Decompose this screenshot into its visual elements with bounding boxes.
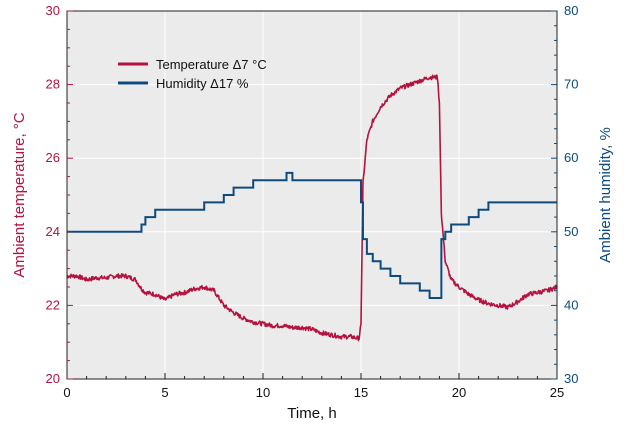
series-line-humidity <box>67 171 557 300</box>
legend: Temperature Δ7 °C Humidity Δ17 % <box>118 57 267 91</box>
y-right-tick-label: 30 <box>564 371 578 386</box>
x-tick-label: 5 <box>161 385 168 400</box>
y-right-axis-label: Ambient humidity, % <box>597 127 614 263</box>
y-right-tick-label: 40 <box>564 297 578 312</box>
y-right-tick-label: 80 <box>564 3 578 18</box>
legend-label-temperature: Temperature Δ7 °C <box>156 57 267 72</box>
x-axis-label: Time, h <box>287 405 336 422</box>
series-layer <box>66 74 558 342</box>
y-left-axis-label: Ambient temperature, °C <box>11 112 28 277</box>
gridlines <box>67 11 557 379</box>
y-left-tick-label: 20 <box>46 371 60 386</box>
y-left-tick-label: 26 <box>46 150 60 165</box>
series-line-temperature <box>66 74 558 342</box>
x-tick-label: 15 <box>354 385 368 400</box>
x-tick-label: 20 <box>452 385 466 400</box>
x-tick-label: 0 <box>63 385 70 400</box>
x-tick-label: 10 <box>256 385 270 400</box>
x-tick-label: 25 <box>550 385 564 400</box>
y-left-tick-label: 30 <box>46 3 60 18</box>
y-right-tick-label: 70 <box>564 77 578 92</box>
y-right-tick-label: 50 <box>564 224 578 239</box>
y-left-tick-label: 24 <box>46 224 60 239</box>
y-right-tick-label: 60 <box>564 150 578 165</box>
legend-label-humidity: Humidity Δ17 % <box>156 76 249 91</box>
axes: 0 5 10 15 20 25 20 22 24 26 28 30 30 40 50 60 70 80 <box>46 3 579 400</box>
plot-area <box>67 11 557 379</box>
y-left-tick-label: 28 <box>46 77 60 92</box>
y-left-tick-label: 22 <box>46 297 60 312</box>
